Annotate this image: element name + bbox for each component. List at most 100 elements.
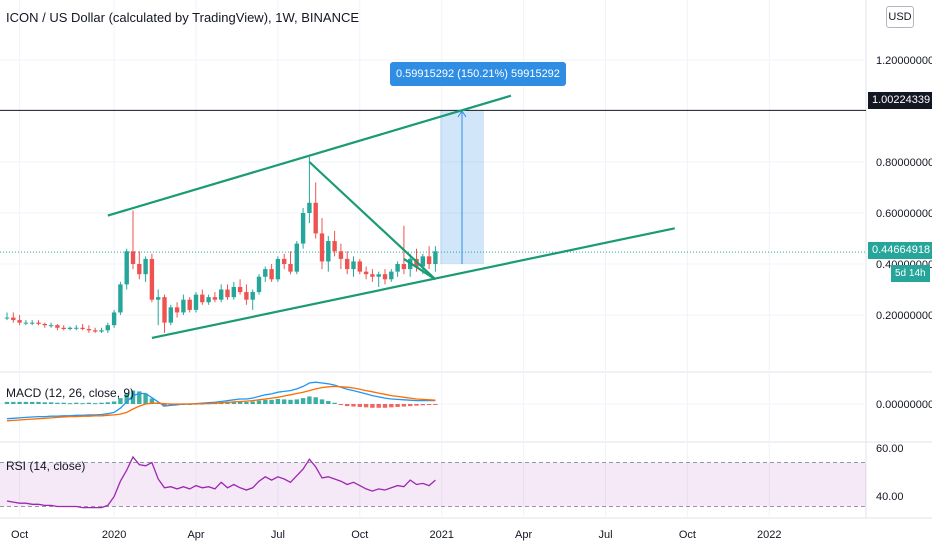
time-tick-label: Jul — [598, 529, 612, 541]
price-tick-label: 0.60000000 — [876, 208, 932, 220]
macd-histogram-bar — [275, 398, 281, 404]
candle-body — [370, 274, 375, 277]
macd-histogram-bar — [338, 404, 344, 405]
candle-body — [307, 202, 312, 213]
macd-histogram-bar — [130, 390, 136, 404]
macd-histogram-bar — [11, 401, 16, 404]
rsi-band — [0, 462, 866, 507]
candle-body — [420, 256, 425, 267]
candle-body — [288, 264, 293, 272]
macd-histogram-bar — [401, 404, 407, 407]
candle-body — [36, 322, 41, 324]
macd-label: MACD (12, 26, close, 9) — [6, 386, 135, 400]
macd-histogram-bar — [263, 399, 268, 404]
candle-body — [250, 292, 255, 300]
macd-histogram-bar — [319, 399, 325, 404]
time-tick-label: Oct — [351, 529, 368, 541]
macd-histogram-bar — [307, 396, 312, 404]
triangle-base-line — [403, 257, 436, 281]
lower-channel-line — [151, 227, 676, 340]
candle-body — [338, 251, 344, 259]
macd-histogram-bar — [137, 391, 142, 404]
candle-body — [67, 327, 73, 330]
candle-body — [174, 307, 180, 313]
macd-histogram-bar — [357, 404, 362, 407]
candle-body — [395, 264, 400, 272]
candle-body — [23, 322, 29, 324]
candle-body — [376, 274, 381, 277]
candle-body — [48, 325, 54, 327]
candle-body — [332, 241, 337, 252]
macd-histogram-bar — [389, 404, 394, 408]
candle-body — [156, 297, 161, 300]
macd-histogram-bar — [149, 398, 155, 404]
candle-body — [426, 256, 432, 264]
symbol-title: ICON / US Dollar (calculated by TradingV… — [6, 10, 360, 25]
candle-body — [42, 323, 47, 326]
macd-histogram-bar — [414, 404, 419, 406]
candle-body — [433, 251, 438, 264]
candle-body — [4, 317, 10, 319]
candle-body — [319, 233, 325, 262]
rsi-axis-label: 60.00 — [876, 443, 904, 455]
descending-resistance-line — [308, 161, 437, 281]
current-price-tag: 0.44664918 — [868, 242, 932, 259]
currency-button[interactable]: USD — [886, 6, 914, 28]
macd-histogram-bar — [219, 402, 224, 404]
candle-body — [282, 258, 287, 264]
time-tick-label: Jul — [271, 529, 285, 541]
candle-body — [149, 258, 155, 300]
macd-histogram-bar — [55, 402, 60, 404]
macd-histogram-bar — [313, 397, 318, 404]
horizontal-line-price-tag: 1.00224339 — [868, 92, 932, 109]
macd-histogram-bar — [61, 402, 66, 404]
macd-histogram-bar — [351, 404, 356, 407]
macd-histogram-bar — [86, 402, 92, 404]
candle-body — [313, 202, 318, 234]
macd-histogram-bar — [237, 401, 243, 404]
macd-histogram-bar — [23, 401, 29, 404]
candle-body — [137, 264, 142, 275]
candle-body — [111, 312, 117, 326]
macd-histogram-bar — [345, 404, 350, 407]
candle-body — [17, 320, 22, 323]
candle-body — [61, 327, 66, 330]
time-tick-label: Oct — [11, 529, 28, 541]
price-tick-label: 1.20000000 — [876, 55, 932, 67]
rsi-line — [6, 455, 436, 509]
candle-body — [206, 297, 211, 303]
candle-body — [105, 325, 110, 331]
macd-histogram-bar — [36, 401, 41, 404]
macd-histogram-bar — [4, 401, 10, 404]
countdown-tag: 5d 14h — [891, 265, 930, 282]
macd-histogram-bar — [256, 400, 262, 404]
macd-histogram-bar — [433, 404, 438, 405]
candle-body — [193, 294, 199, 310]
macd-histogram-bar — [294, 399, 299, 404]
candle-body — [30, 322, 35, 324]
candle-body — [300, 213, 306, 244]
candle-body — [162, 297, 167, 323]
macd-histogram-bar — [288, 399, 293, 404]
candle-body — [401, 264, 407, 270]
macd-histogram-bar — [250, 401, 255, 404]
time-tick-label: Apr — [187, 529, 204, 541]
time-tick-label: 2021 — [429, 529, 453, 541]
macd-histogram-bar — [269, 399, 274, 404]
macd-histogram-bar — [143, 393, 148, 404]
macd-histogram-bar — [105, 402, 110, 404]
macd-histogram-bar — [124, 393, 129, 404]
macd-histogram-bar — [42, 402, 47, 404]
candle-body — [74, 327, 79, 329]
macd-histogram-bar — [363, 404, 369, 408]
macd-histogram-bar — [67, 403, 73, 405]
rsi-label: RSI (14, close) — [6, 459, 86, 473]
candle-body — [99, 330, 104, 332]
candle-body — [237, 286, 243, 293]
candle-body — [256, 276, 262, 293]
macd-histogram-bar — [326, 401, 331, 404]
time-tick-label: 2020 — [102, 529, 126, 541]
macd-histogram-bar — [93, 403, 98, 405]
